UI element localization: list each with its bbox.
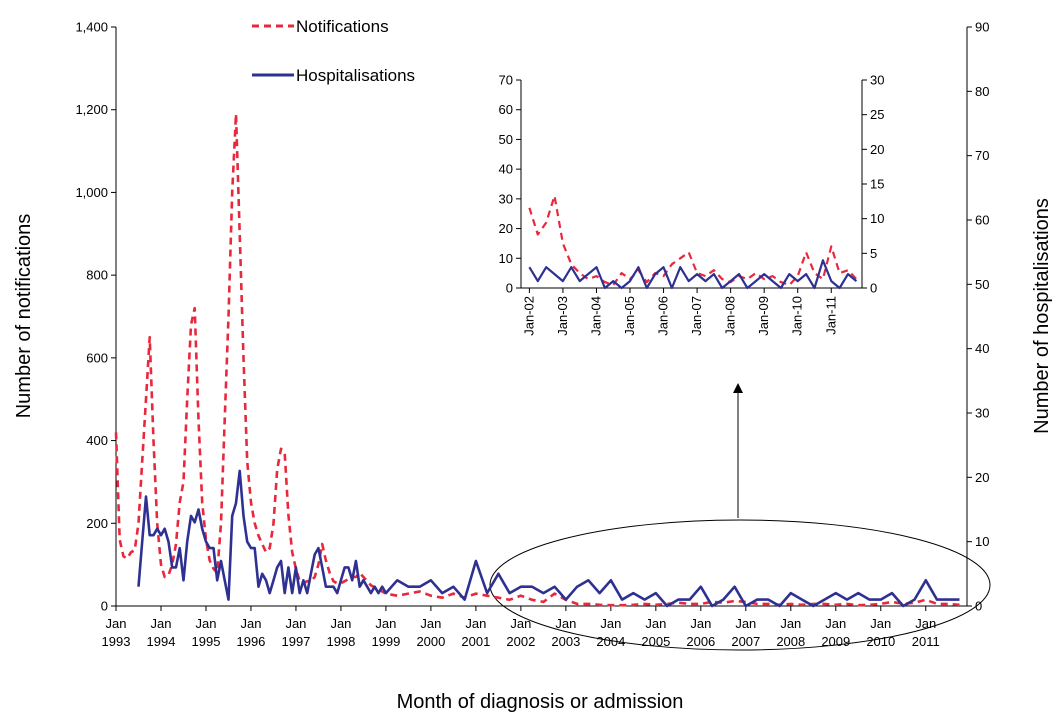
y-tick-label: 200 (86, 516, 108, 531)
x-tick-label: Jan 2006 (686, 616, 715, 649)
x-tick-label: Jan-11 (823, 296, 838, 335)
y-tick-label: 20 (499, 221, 513, 236)
y-tick-label: 40 (499, 162, 513, 177)
x-tick-label: Jan 2001 (461, 616, 490, 649)
y2-tick-label: 50 (975, 277, 989, 292)
x-tick-label: Jan 2008 (776, 616, 805, 649)
x-tick-label: Jan 1995 (192, 616, 221, 649)
y2-axis-title: Number of hospitalisations (1031, 198, 1053, 434)
x-tick-label: Jan 2010 (866, 616, 895, 649)
y-tick-label: 1,200 (75, 102, 108, 117)
y2-tick-label: 0 (870, 281, 877, 296)
y-tick-label: 50 (499, 132, 513, 147)
y-tick-label: 10 (499, 251, 513, 266)
y-tick-label: 400 (86, 433, 108, 448)
x-tick-label: Jan-05 (622, 296, 637, 336)
y2-tick-label: 90 (975, 20, 989, 35)
x-tick-label: Jan 2004 (596, 616, 625, 649)
y2-tick-label: 20 (870, 142, 884, 157)
y-tick-label: 1,400 (75, 20, 108, 35)
y2-tick-label: 30 (870, 73, 884, 88)
y2-tick-label: 10 (870, 211, 884, 226)
x-tick-label: Jan-09 (756, 296, 771, 336)
y2-tick-label: 0 (975, 599, 982, 614)
y-tick-label: 0 (101, 599, 108, 614)
y2-tick-label: 40 (975, 341, 989, 356)
x-tick-label: Jan 1997 (281, 616, 310, 649)
y-tick-label: 1,000 (75, 185, 108, 200)
x-tick-label: Jan 1999 (371, 616, 400, 649)
y-tick-label: 600 (86, 350, 108, 365)
x-tick-label: Jan 1994 (147, 616, 176, 649)
y2-tick-label: 20 (975, 470, 989, 485)
series-line (114, 112, 960, 607)
x-tick-label: Jan 2009 (821, 616, 850, 649)
y2-tick-label: 25 (870, 107, 884, 122)
y-tick-label: 800 (86, 268, 108, 283)
y2-tick-label: 5 (870, 246, 877, 261)
y-tick-label: 70 (499, 73, 513, 88)
y-tick-label: 60 (499, 102, 513, 117)
x-tick-label: Jan-07 (689, 296, 704, 336)
x-tick-label: Jan 2005 (641, 616, 670, 649)
x-tick-label: Jan 1993 (102, 616, 131, 649)
series-line (528, 194, 858, 287)
highlight-ellipse (489, 519, 991, 651)
y2-tick-label: 30 (975, 406, 989, 421)
x-tick-label: Jan 2007 (731, 616, 760, 649)
series-line (528, 259, 858, 290)
x-tick-label: Jan 2000 (416, 616, 445, 649)
x-tick-label: Jan-04 (588, 296, 603, 336)
y2-tick-label: 10 (975, 534, 989, 549)
y-axis-title: Number of notifications (13, 214, 35, 419)
x-tick-label: Jan 1998 (326, 616, 355, 649)
x-axis-title: Month of diagnosis or admission (397, 691, 684, 713)
y2-tick-label: 80 (975, 84, 989, 99)
y2-tick-label: 70 (975, 148, 989, 163)
y-tick-label: 30 (499, 191, 513, 206)
x-tick-label: Jan-10 (790, 296, 805, 336)
y2-tick-label: 15 (870, 177, 884, 192)
y2-tick-label: 60 (975, 213, 989, 228)
x-tick-label: Jan-03 (555, 296, 570, 336)
x-tick-label: Jan 2002 (506, 616, 535, 649)
legend-label: Hospitalisations (296, 66, 415, 85)
y-tick-label: 0 (506, 281, 513, 296)
x-tick-label: Jan-06 (656, 296, 671, 336)
series-line (137, 469, 960, 608)
x-tick-label: Jan 2011 (912, 616, 940, 649)
legend-label: Notifications (296, 17, 389, 36)
x-tick-label: Jan-08 (723, 296, 738, 336)
x-tick-label: Jan 2003 (551, 616, 580, 649)
x-tick-label: Jan 1996 (236, 616, 265, 649)
x-tick-label: Jan-02 (521, 296, 536, 336)
